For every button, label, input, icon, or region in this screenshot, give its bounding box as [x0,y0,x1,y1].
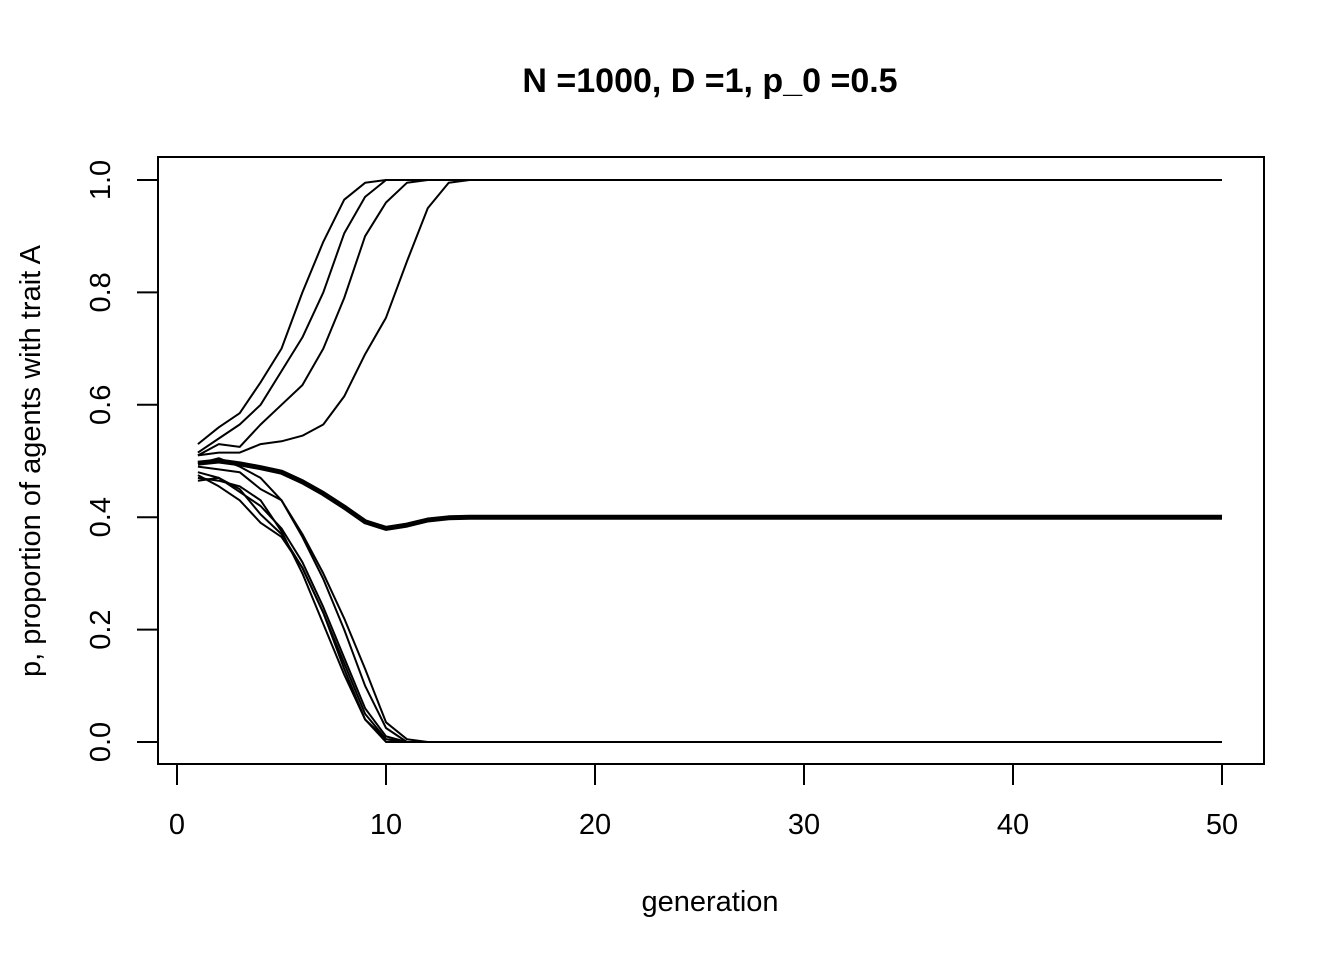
y-tick-label: 0.8 [85,272,117,312]
run-line-7 [197,471,1222,743]
y-tick-label: 0.0 [85,722,117,762]
x-tick-label: 30 [788,809,820,841]
x-tick-label: 0 [169,809,185,841]
plot-frame [157,156,1265,765]
y-tick-label: 0.2 [85,609,117,649]
run-line-10 [197,476,1222,743]
y-axis-label: p, proportion of agents with trait A [15,244,47,677]
y-tick-label: 0.6 [85,385,117,425]
y-axis: 0.0 0.2 0.4 0.6 0.8 1.0 [85,160,159,762]
y-tick-label: 1.0 [85,160,117,200]
chart-title: N =1000, D =1, p_0 =0.5 [522,62,897,100]
x-axis: 0 10 20 30 40 50 [169,763,1238,841]
run-line-9 [197,476,1222,743]
x-tick-label: 10 [370,809,402,841]
x-axis-label: generation [641,886,778,918]
series-lines [197,179,1222,743]
run-line-4 [197,179,1222,457]
run-line-2 [197,179,1222,454]
x-tick-label: 40 [997,809,1029,841]
mean-line [197,458,1222,531]
run-line-6 [197,465,1222,743]
x-tick-label: 50 [1206,809,1238,841]
y-tick-label: 0.4 [85,497,117,537]
run-line-5 [197,457,1222,743]
x-tick-label: 20 [579,809,611,841]
run-line-3 [197,179,1222,457]
